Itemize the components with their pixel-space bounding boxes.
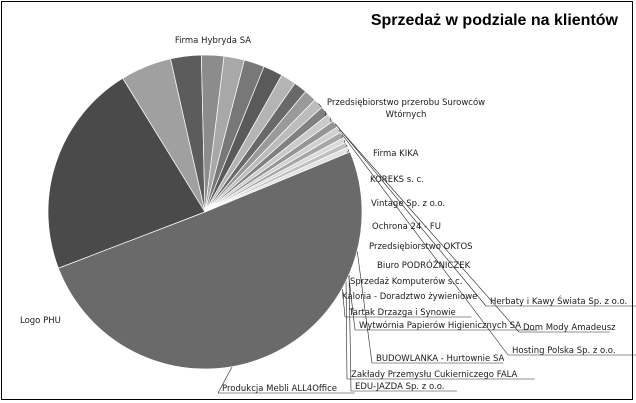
slice-label-tartak-drzazga-i-synowie: Tartak Drzazga i Synowie	[348, 308, 456, 318]
slice-label-biuro-podrozniczek: Biuro PODRÓŻNICZEK	[377, 259, 471, 271]
slice-label-wytwornia-papierow-higienicznych-sa: Wytwórnia Papierów Higienicznych SA	[359, 320, 521, 331]
slice-label-przedsiebiorstwo-przerobu-surowcow-wtornych: Przedsiębiorstwo przerobu Surowców Wtórny…	[327, 97, 485, 120]
pie-slice-logo-phu	[57, 151, 363, 370]
slice-label-kaloria-doradztwo-zywieniowe: Kaloria - Doradztwo żywieniowe	[342, 292, 477, 302]
chart-title: Sprzedaż w podziale na klientów	[370, 12, 618, 29]
slice-label-firma-kika: Firma KIKA	[373, 149, 419, 159]
slice-label-dom-mody-amadeusz: Dom Mody Amadeusz	[523, 323, 616, 333]
slice-label-edu-jazda-sp-z-o-o: EDU-JAZDA Sp. z o.o.	[355, 382, 444, 392]
slice-label-zaklady-przemyslu-cukierniczego-fala: Zakłady Przemysłu Cukierniczego FALA	[351, 370, 518, 380]
slice-label-herbaty-i-kawy-swiata-sp-z-o-o: Herbaty i Kawy Świata Sp. z o.o.	[490, 295, 627, 307]
slice-label-sprzedaz-komputerow-s-c: Sprzedaż Komputerów s.c.	[350, 276, 462, 287]
slice-label-vintage-sp-z-o-o: Vintage Sp. z o.o.	[371, 199, 445, 209]
slice-label-przedsiebiorstwo-oktos: Przedsiębiorstwo OKTOS	[369, 242, 473, 252]
slice-label-budowlanka-hurtownie-sa: BUDOWLANKA - Hurtownie SA	[376, 354, 504, 364]
slice-label-logo-phu: Logo PHU	[20, 316, 61, 326]
slice-label-koreks-s-c: KOREKS s. c.	[370, 175, 424, 185]
slice-label-hosting-polska-sp-z-o-o: Hosting Polska Sp. z o.o.	[512, 346, 616, 356]
leader-line-dom-mody-amadeusz	[334, 123, 520, 333]
leader-line-hosting-polska-sp-z-o-o	[338, 129, 509, 356]
slice-label-ochrona-24-fu: Ochrona 24 - FU	[372, 222, 441, 232]
slice-label-produkcja-mebli-all4office: Produkcja Mebli ALL4Office	[222, 384, 337, 394]
pie-slice-firma-hybryda-sa	[47, 77, 206, 269]
slice-label-firma-hybryda-sa: Firma Hybryda SA	[175, 36, 251, 46]
